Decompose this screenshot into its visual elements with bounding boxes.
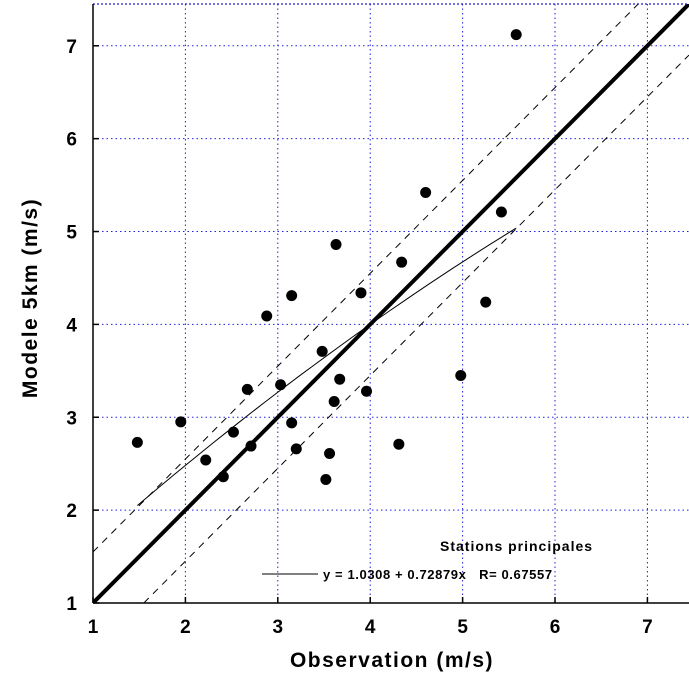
identity-line xyxy=(93,4,689,603)
legend-equation: y = 1.0308 + 0.72879x R= 0.67557 xyxy=(323,567,553,582)
confidence-band xyxy=(93,4,689,603)
data-point xyxy=(241,383,253,395)
x-tick-label: 5 xyxy=(457,617,468,638)
y-axis-title: Modele 5km (m/s) xyxy=(19,198,42,398)
y-tick-label: 2 xyxy=(66,501,77,522)
lower-band-line xyxy=(143,54,689,603)
data-point xyxy=(316,345,328,357)
upper-band-line xyxy=(93,4,639,553)
axes xyxy=(92,3,689,604)
data-point xyxy=(396,256,408,268)
y-axis-ticks: 1 2 3 4 5 6 7 xyxy=(66,37,99,615)
grid xyxy=(93,4,689,603)
y-tick-label: 6 xyxy=(66,130,77,151)
data-point xyxy=(175,416,187,428)
data-point xyxy=(217,471,229,483)
data-point xyxy=(261,310,273,322)
data-point xyxy=(480,296,492,308)
data-point xyxy=(245,440,257,452)
x-axis-title: Observation (m/s) xyxy=(290,649,494,672)
data-point xyxy=(286,290,298,302)
y-tick-label: 3 xyxy=(66,408,77,429)
data-point xyxy=(355,287,367,299)
y-tick-label: 4 xyxy=(66,315,77,336)
x-tick-label: 6 xyxy=(550,617,561,638)
regression-fit-line xyxy=(137,227,517,506)
x-tick-label: 3 xyxy=(273,617,284,638)
x-tick-label: 1 xyxy=(88,617,99,638)
x-tick-label: 2 xyxy=(180,617,191,638)
y-tick-label: 5 xyxy=(66,223,77,244)
data-point xyxy=(330,239,342,251)
data-point xyxy=(420,187,432,199)
data-points xyxy=(131,29,522,485)
data-point xyxy=(510,29,522,41)
data-point xyxy=(393,438,405,450)
data-point xyxy=(455,369,467,381)
data-point xyxy=(275,379,287,391)
y-tick-label: 1 xyxy=(66,594,77,615)
data-point xyxy=(200,454,212,466)
lines xyxy=(93,4,689,603)
data-point xyxy=(324,447,336,459)
data-point xyxy=(320,473,332,485)
data-point xyxy=(361,385,373,397)
legend: Stations principales y = 1.0308 + 0.7287… xyxy=(262,538,593,582)
data-point xyxy=(290,443,302,455)
data-point xyxy=(328,395,340,407)
x-tick-label: 7 xyxy=(642,617,653,638)
x-axis-ticks: 1 2 3 4 5 6 7 xyxy=(88,597,653,638)
data-point xyxy=(495,206,507,218)
y-tick-label: 7 xyxy=(66,37,77,58)
data-point xyxy=(334,373,346,385)
data-point xyxy=(286,417,298,429)
data-point xyxy=(227,426,239,438)
data-point xyxy=(131,436,143,448)
x-tick-label: 4 xyxy=(365,617,376,638)
legend-title: Stations principales xyxy=(440,538,593,554)
